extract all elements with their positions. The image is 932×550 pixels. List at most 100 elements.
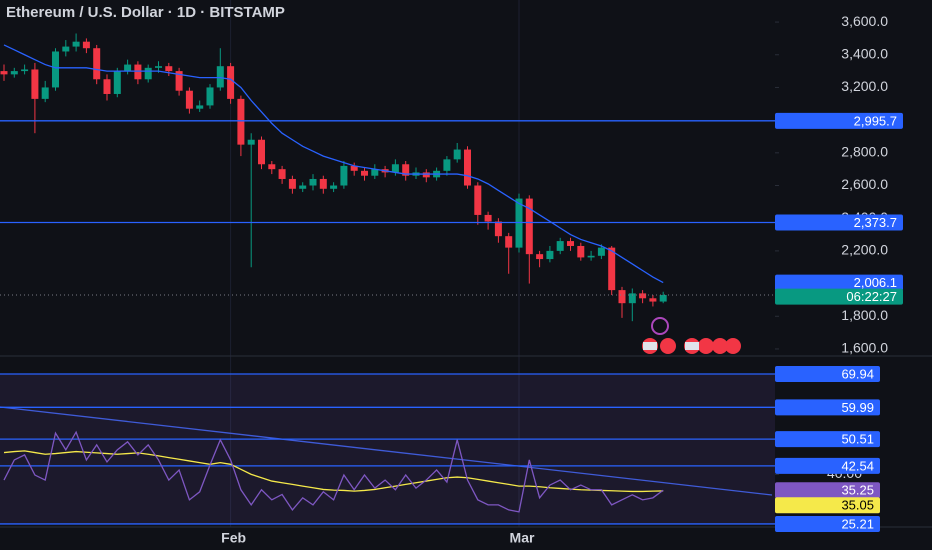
value-label: 35.05 <box>841 498 874 513</box>
candle-body <box>41 87 49 99</box>
value-label-box <box>775 365 880 382</box>
candle-body <box>608 247 616 291</box>
event-icon <box>660 338 676 354</box>
moving-average-line <box>3 44 664 284</box>
value-label: 06:22:27 <box>846 289 897 304</box>
y-tick-label: 1,800.0 <box>841 307 888 323</box>
value-label: 2,373.7 <box>854 215 897 230</box>
candle-body <box>278 169 286 179</box>
event-icon <box>712 338 728 354</box>
value-label: 25.21 <box>841 516 874 531</box>
candle-body <box>484 214 492 222</box>
candle-body <box>10 71 18 75</box>
candle-body <box>525 198 533 255</box>
value-label: 42.54 <box>841 458 874 473</box>
value-label-box <box>775 482 880 499</box>
value-label-box <box>775 274 903 291</box>
value-label: 50.51 <box>841 432 874 447</box>
candle-body <box>144 67 152 80</box>
y-tick-label: 3,400.0 <box>841 45 888 61</box>
candle-body <box>72 41 80 47</box>
event-icon <box>725 338 741 354</box>
value-label-box <box>775 112 903 129</box>
candle-body <box>587 255 595 258</box>
event-icons <box>642 317 741 354</box>
candle-body <box>659 295 667 302</box>
candle-body <box>443 159 451 171</box>
event-icon <box>651 317 669 335</box>
candle-body <box>556 241 564 251</box>
candle-body <box>618 290 626 304</box>
candle-body <box>288 178 296 189</box>
value-label-box <box>775 288 903 305</box>
y-tick-label: 2,200.0 <box>841 242 888 258</box>
event-icon <box>698 338 714 354</box>
candle-body <box>216 66 224 88</box>
candle-body <box>309 178 317 186</box>
candle-body <box>124 64 132 72</box>
candle-body <box>391 164 399 173</box>
y-tick-label: 3,600.0 <box>841 13 888 29</box>
candle-body <box>113 71 121 94</box>
candle-body <box>350 165 358 171</box>
value-label: 59.99 <box>841 400 874 415</box>
candle-body <box>82 41 90 49</box>
value-label: 35.25 <box>841 483 874 498</box>
candle-body <box>474 185 482 215</box>
candle-body <box>453 149 461 160</box>
candle-body <box>155 66 162 68</box>
candle-body <box>536 254 544 260</box>
candle-body <box>62 46 70 52</box>
candle-body <box>134 64 142 80</box>
y-tick-label: 2,600.0 <box>841 176 888 192</box>
candle-body <box>185 90 193 109</box>
y-tick-label: 2,800.0 <box>841 144 888 160</box>
candle-body <box>422 172 430 178</box>
value-label-box <box>775 399 880 416</box>
candle-body <box>597 247 605 256</box>
candle-body <box>103 79 111 94</box>
candle-body <box>31 69 39 99</box>
candle-body <box>165 66 173 72</box>
x-tick-label: Mar <box>510 530 535 546</box>
event-flag <box>643 342 657 350</box>
rsi-band <box>0 373 775 524</box>
candle-body <box>258 139 265 165</box>
value-label-box <box>775 214 903 231</box>
candle-body <box>175 71 183 91</box>
candle-body <box>546 250 554 260</box>
candle-body <box>628 293 636 304</box>
candle-body <box>505 236 513 248</box>
candle-body <box>52 51 59 88</box>
candle-body <box>268 164 276 170</box>
rsi-trendline <box>0 406 773 496</box>
candle-body <box>330 185 338 189</box>
candle-body <box>361 170 368 176</box>
event-flag <box>685 342 699 350</box>
value-label: 2,006.1 <box>854 275 897 290</box>
candle-body <box>567 241 574 246</box>
rsi-line <box>3 430 664 513</box>
candle-body <box>402 164 410 176</box>
value-label-box <box>775 457 880 474</box>
value-label-box <box>775 515 880 532</box>
candle-body <box>649 298 657 302</box>
y-tick-label: 1,600.0 <box>841 340 888 356</box>
value-label-box <box>775 497 880 514</box>
candle-body <box>639 293 647 299</box>
candle-body <box>464 149 471 186</box>
candle-body <box>196 105 204 109</box>
candle-body <box>340 165 348 186</box>
candle-body <box>0 71 8 75</box>
x-tick-label: Feb <box>221 530 246 546</box>
y-tick-label: 3,200.0 <box>841 78 888 94</box>
candle-body <box>206 87 214 106</box>
candle-body <box>577 245 585 258</box>
value-label-box <box>775 431 880 448</box>
candle-body <box>299 185 307 189</box>
candle-body <box>21 69 29 72</box>
candle-body <box>494 221 502 237</box>
candle-body <box>247 139 255 145</box>
value-label: 2,995.7 <box>854 113 897 128</box>
